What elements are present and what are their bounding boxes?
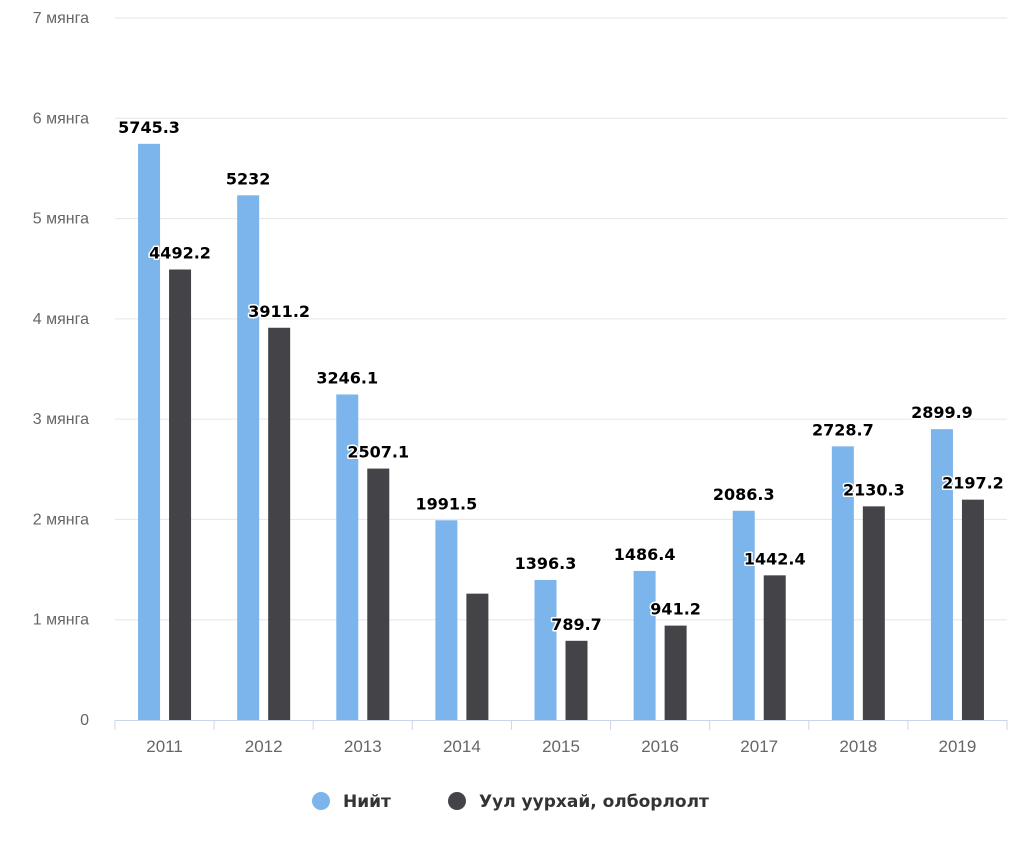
bars: [138, 143, 984, 720]
y-tick-label: 3 мянга: [33, 411, 89, 428]
bar-uul-uurhai-2011[interactable]: [169, 269, 192, 720]
data-label: 941.2: [650, 600, 701, 619]
y-tick-label: 6 мянга: [33, 110, 89, 127]
data-label: 1991.5: [416, 494, 478, 513]
legend-label[interactable]: Уул уурхай, олборлолт: [479, 792, 709, 812]
legend-label[interactable]: Нийт: [343, 792, 391, 812]
x-tick-label: 2017: [740, 737, 778, 756]
bar-uul-uurhai-2017[interactable]: [763, 575, 786, 720]
x-tick-label: 2016: [641, 737, 679, 756]
data-label: 3246.1: [316, 368, 378, 387]
bar-uul-uurhai-2019[interactable]: [961, 499, 984, 720]
x-tick-label: 2015: [542, 737, 580, 756]
data-label: 2728.7: [812, 420, 874, 439]
bar-niit-2019[interactable]: [930, 429, 953, 720]
bar-uul-uurhai-2015[interactable]: [565, 640, 588, 720]
legend-marker[interactable]: [312, 792, 330, 810]
y-tick-label: 4 мянга: [33, 311, 89, 328]
data-label: 2086.3: [713, 485, 775, 504]
legend-marker[interactable]: [448, 792, 466, 810]
y-tick-label: 7 мянга: [33, 10, 89, 27]
bar-niit-2018[interactable]: [831, 446, 854, 720]
y-tick-label: 1 мянга: [33, 612, 89, 629]
data-label: 4492.2: [149, 243, 211, 262]
y-tick-label: 0: [80, 712, 89, 729]
bar-uul-uurhai-2016[interactable]: [664, 625, 687, 720]
x-tick-label: 2011: [146, 737, 183, 756]
bar-niit-2013[interactable]: [336, 394, 359, 720]
data-label: 5745.3: [118, 118, 180, 137]
x-tick-label: 2013: [344, 737, 382, 756]
data-label: 2507.1: [347, 443, 409, 462]
gridlines: [115, 17, 1007, 621]
bar-uul-uurhai-2013[interactable]: [367, 468, 390, 720]
bar-niit-2012[interactable]: [237, 195, 260, 720]
bar-niit-2014[interactable]: [435, 520, 458, 720]
x-axis-ticks: 2011 2012 2013 2014 2015 2016 2017 2018 2019: [146, 737, 976, 756]
x-tick-label: 2019: [939, 737, 977, 756]
legend: Нийт Уул уурхай, олборлолт: [312, 792, 709, 812]
data-label: 2899.9: [911, 403, 973, 422]
data-label: 3911.2: [248, 302, 310, 321]
bar-uul-uurhai-2012[interactable]: [268, 327, 291, 720]
bar-niit-2015[interactable]: [534, 579, 557, 720]
data-label: 789.7: [551, 615, 602, 634]
bar-niit-2016[interactable]: [633, 570, 656, 720]
bar-niit-2011[interactable]: [138, 143, 161, 720]
y-tick-label: 5 мянга: [33, 211, 89, 228]
data-label: 2130.3: [843, 480, 905, 499]
data-label: 1442.4: [744, 549, 806, 568]
bar-uul-uurhai-2014[interactable]: [466, 593, 489, 720]
x-tick-label: 2014: [443, 737, 481, 756]
bar-uul-uurhai-2018[interactable]: [862, 506, 885, 720]
data-label: 2197.2: [942, 474, 1004, 493]
data-label: 1396.3: [515, 554, 577, 573]
data-label: 1486.4: [614, 545, 676, 564]
bar-niit-2017[interactable]: [732, 510, 755, 720]
x-axis: [114, 720, 1008, 730]
data-label: 5232: [226, 169, 271, 188]
x-tick-label: 2018: [839, 737, 877, 756]
y-tick-label: 2 мянга: [33, 511, 89, 528]
x-tick-label: 2012: [245, 737, 283, 756]
data-labels: 5745.3 5232 3246.1 1991.5 1396.3 1486.4 2086.3…: [117, 116, 1006, 635]
y-axis-ticks: 0 1 мянга 2 мянга 3 мянга 4 мянга 5 мянга 6 мя…: [33, 10, 89, 729]
